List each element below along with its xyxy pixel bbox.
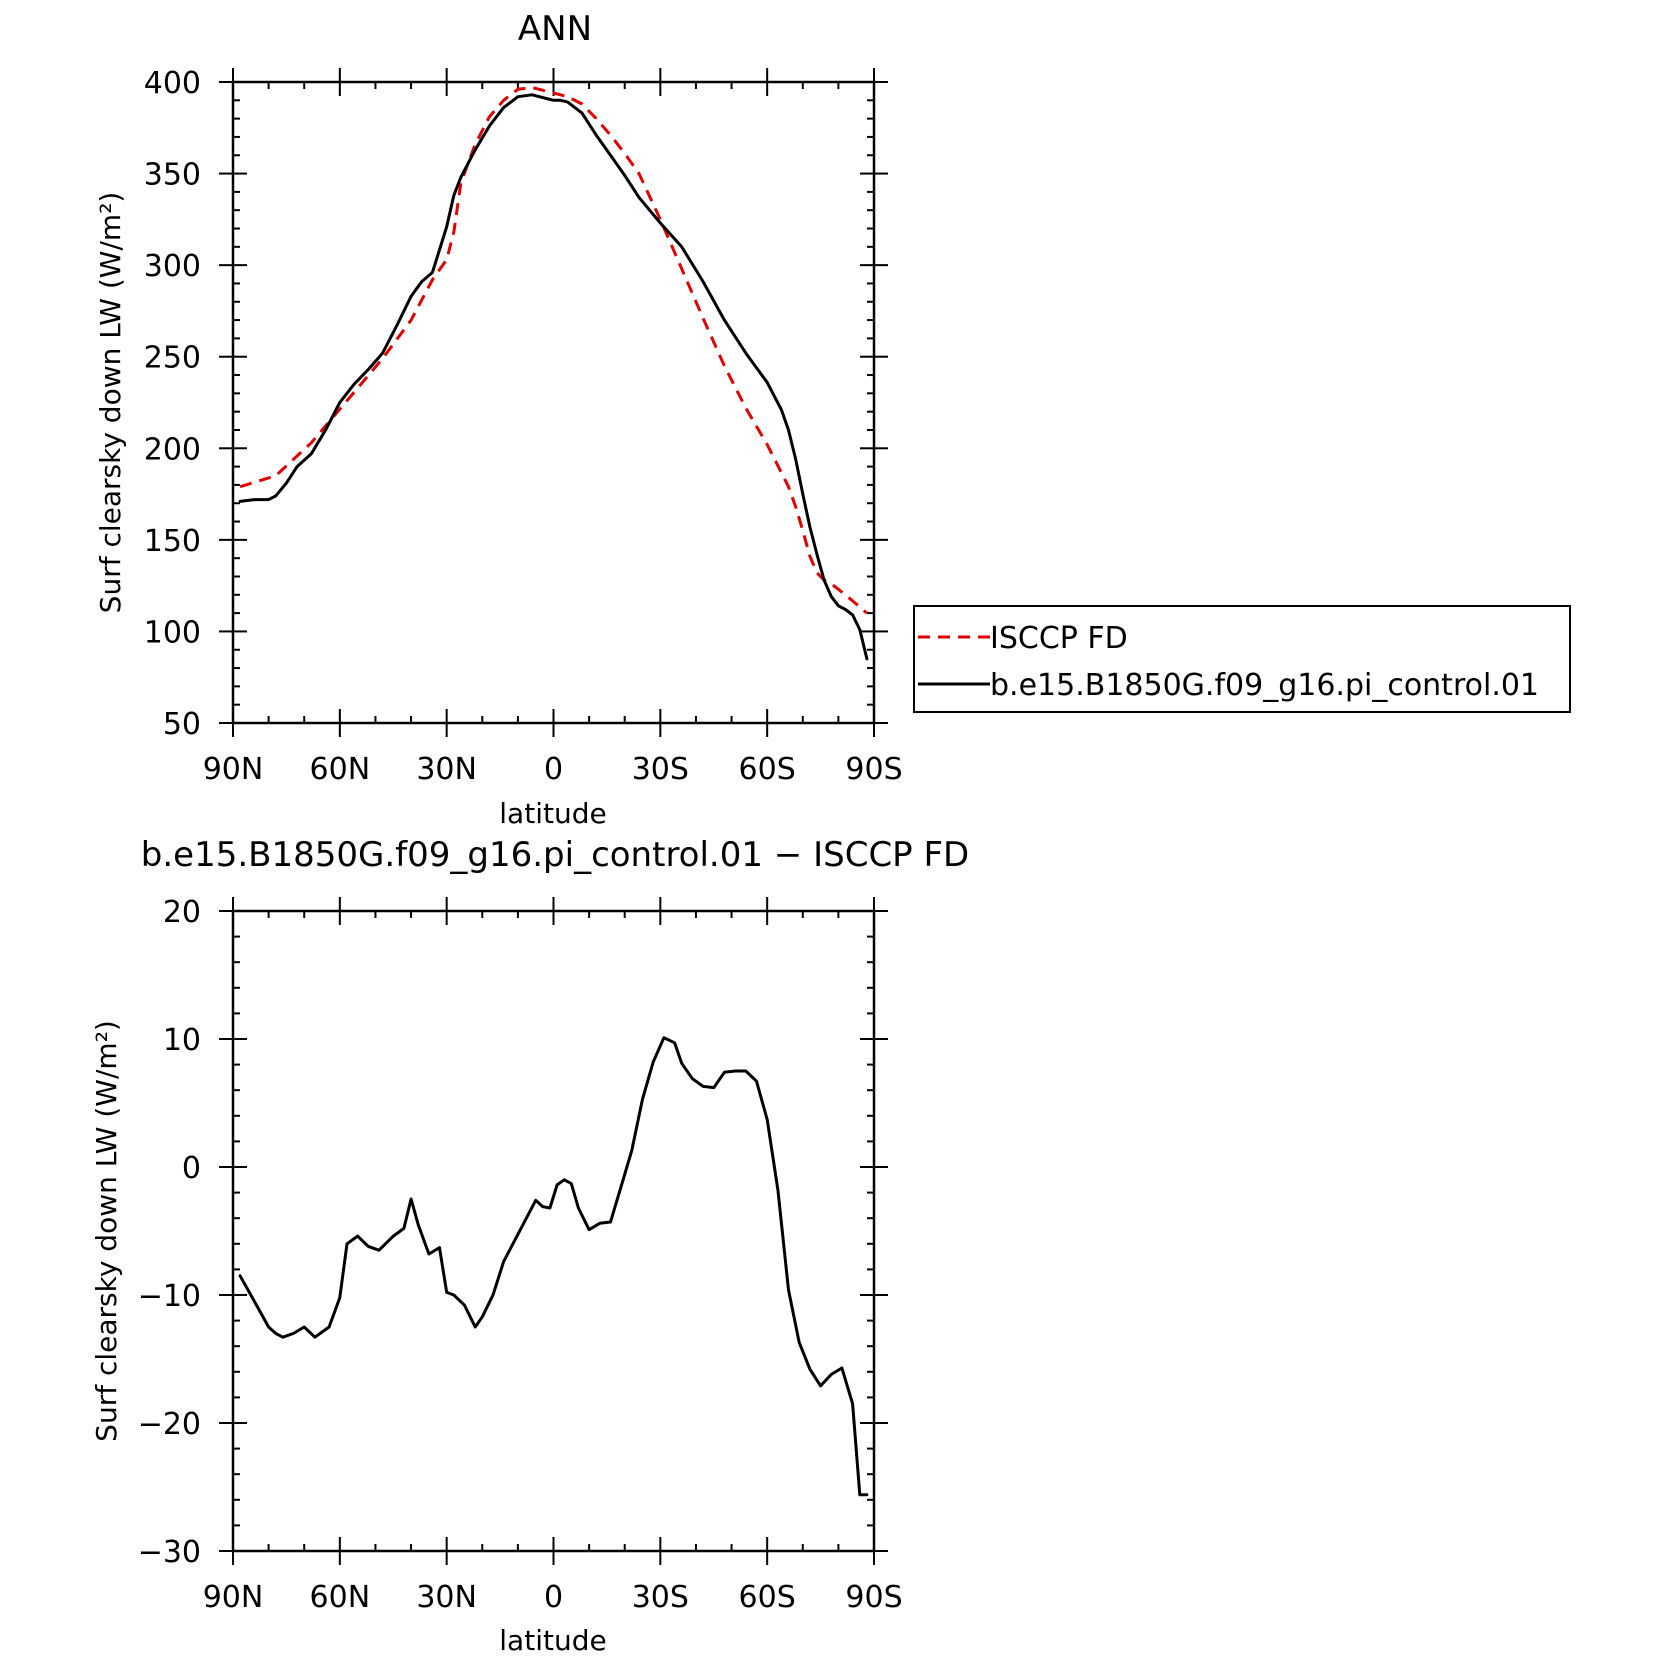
- top-y-tick-label: 400: [144, 66, 201, 101]
- bottom-x-tick-label: 30S: [632, 1580, 689, 1615]
- top-x-tick-label: 60N: [310, 752, 371, 787]
- top-y-tick-label: 150: [144, 524, 201, 559]
- legend-label-isccp: ISCCP FD: [990, 621, 1128, 656]
- bottom-x-tick-label: 60S: [739, 1580, 796, 1615]
- top-y-axis-label: Surf clearsky down LW (W/m²): [94, 192, 127, 614]
- bottom-plot-lines: [238, 1036, 869, 1497]
- bottom-x-tick-label: 30N: [416, 1580, 477, 1615]
- bottom-series-line-0: [238, 1036, 869, 1497]
- top-plot-lines: [238, 86, 869, 661]
- top-x-tick-label: 30N: [416, 752, 477, 787]
- top-y-tick-label: 250: [144, 341, 201, 376]
- top-panel-title: ANN: [518, 9, 592, 49]
- top-x-tick-label: 30S: [632, 752, 689, 787]
- top-x-tick-label: 0: [544, 752, 563, 787]
- bottom-y-tick-label: 10: [163, 1023, 201, 1058]
- bottom-y-tick-label: 0: [182, 1151, 201, 1186]
- top-panel: ANN 90N 60N 30N 0 30S 60S 90S 50 100 150 200 250 30…: [94, 9, 903, 830]
- legend-label-model: b.e15.B1850G.f09_g16.pi_control.01: [990, 668, 1539, 703]
- top-x-tick-label: 60S: [739, 752, 796, 787]
- top-y-tick-label: 50: [163, 707, 201, 742]
- top-x-axis-label: latitude: [499, 797, 606, 830]
- bottom-x-tick-label: 90N: [203, 1580, 264, 1615]
- top-series-line-0: [239, 86, 868, 615]
- bottom-panel-title: b.e15.B1850G.f09_g16.pi_control.01 − ISC…: [141, 835, 969, 875]
- bottom-x-axis-label: latitude: [499, 1624, 606, 1657]
- bottom-y-tick-labels: −30 −20 −10 0 10 20: [138, 895, 201, 1570]
- bottom-x-tick-labels: 90N 60N 30N 0 30S 60S 90S: [203, 1580, 903, 1615]
- bottom-y-tick-label: −20: [138, 1407, 201, 1442]
- top-y-tick-label: 350: [144, 158, 201, 193]
- bottom-x-tick-label: 90S: [845, 1580, 902, 1615]
- top-y-tick-label: 200: [144, 432, 201, 467]
- bottom-axis-ticks: [219, 897, 888, 1565]
- legend-box: [913, 605, 1571, 713]
- bottom-y-axis-label: Surf clearsky down LW (W/m²): [90, 1020, 123, 1442]
- top-x-tick-label: 90N: [203, 752, 264, 787]
- legend: ISCCP FD b.e15.B1850G.f09_g16.pi_control…: [913, 605, 1571, 713]
- bottom-x-tick-label: 60N: [310, 1580, 371, 1615]
- top-axis-ticks: [219, 68, 888, 737]
- top-x-tick-label: 90S: [845, 752, 902, 787]
- bottom-panel: b.e15.B1850G.f09_g16.pi_control.01 − ISC…: [90, 835, 969, 1657]
- bottom-y-tick-label: −10: [138, 1279, 201, 1314]
- top-y-tick-label: 100: [144, 615, 201, 650]
- top-series-line-1: [238, 93, 869, 661]
- bottom-plot-frame: [231, 909, 876, 1553]
- top-y-tick-labels: 50 100 150 200 250 300 350 400: [144, 66, 201, 742]
- top-x-tick-labels: 90N 60N 30N 0 30S 60S 90S: [203, 752, 903, 787]
- bottom-y-tick-label: 20: [163, 895, 201, 930]
- bottom-x-tick-label: 0: [544, 1580, 563, 1615]
- bottom-y-tick-label: −30: [138, 1535, 201, 1570]
- top-y-tick-label: 300: [144, 249, 201, 284]
